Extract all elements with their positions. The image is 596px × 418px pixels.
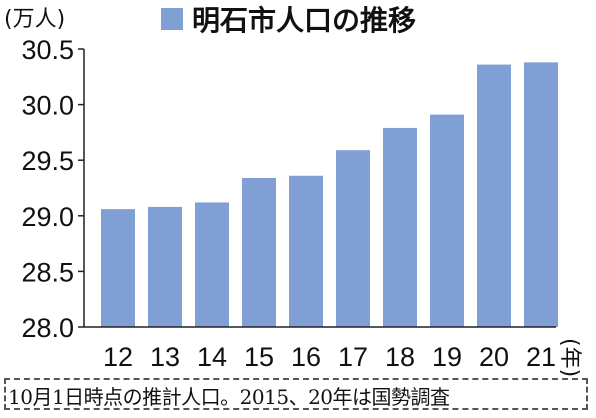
bar-18	[383, 127, 417, 328]
x-tick-label: 14	[197, 342, 227, 372]
x-tick-label: 15	[244, 342, 274, 372]
chart-title: 明石市人口の推移	[192, 4, 416, 37]
x-tick-label: 12	[103, 342, 133, 372]
y-tick-label: 30.0	[21, 91, 74, 121]
x-tick-label: 20	[479, 342, 509, 372]
y-tick-label: 29.5	[21, 146, 74, 176]
bar-21	[524, 62, 558, 328]
y-axis: 28.0 28.5 29.0 29.5 30.0 30.5	[21, 35, 84, 343]
source-note: 10月1日時点の推計人口。2015、20年は国勢調査	[8, 385, 450, 409]
y-tick-label: 28.0	[21, 313, 74, 343]
y-tick-label: 30.5	[21, 35, 74, 65]
y-tick-label: 28.5	[21, 257, 74, 287]
bar-20	[477, 64, 511, 328]
bars	[101, 62, 558, 328]
bar-17	[336, 150, 370, 327]
x-tick-label: 13	[150, 342, 180, 372]
x-tick-label: 18	[385, 342, 415, 372]
bar-13	[148, 206, 182, 327]
y-unit-label: (万人)	[4, 7, 65, 32]
x-axis: 12 13 14 15 16 17 18 19 20 21	[103, 342, 556, 372]
x-tick-label: 16	[291, 342, 321, 372]
x-tick-label: 21	[526, 342, 556, 372]
bar-16	[289, 175, 323, 327]
population-bar-chart: (万人) 明石市人口の推移 28.0 28.5 29.0 29.5 30.0 30.5 1…	[4, 4, 582, 377]
x-tick-label: 19	[432, 342, 462, 372]
x-tick-label: 17	[338, 342, 368, 372]
y-tick-label: 29.0	[21, 202, 74, 232]
bar-12	[101, 209, 135, 327]
legend-swatch	[161, 8, 183, 30]
bar-14	[195, 202, 229, 327]
bar-19	[430, 114, 464, 327]
x-unit-label: (年)	[557, 338, 582, 377]
bar-15	[242, 177, 276, 327]
note-box	[4, 378, 588, 410]
